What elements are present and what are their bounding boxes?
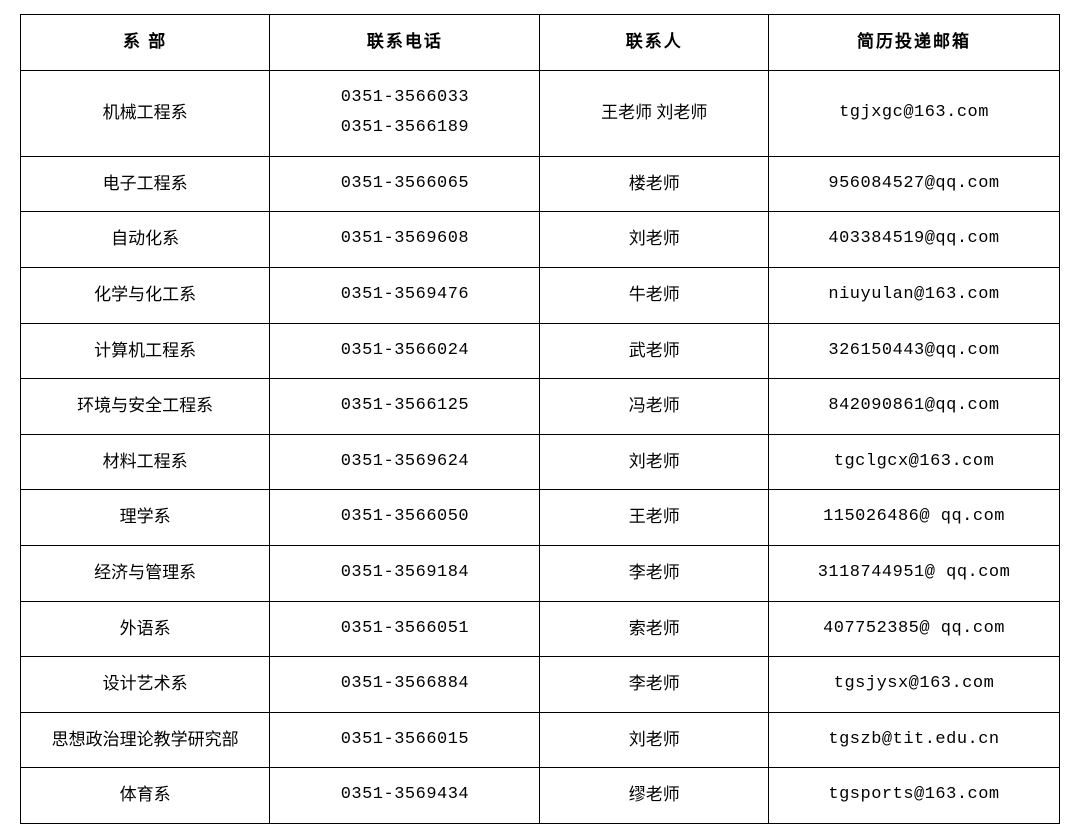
- cell-email: tgclgcx@163.com: [769, 434, 1060, 490]
- cell-contact: 王老师 刘老师: [540, 70, 769, 156]
- table-row: 经济与管理系 0351-3569184 李老师 3118744951@ qq.c…: [21, 545, 1060, 601]
- cell-contact: 冯老师: [540, 379, 769, 435]
- cell-department: 机械工程系: [21, 70, 270, 156]
- cell-department: 设计艺术系: [21, 657, 270, 713]
- cell-department: 材料工程系: [21, 434, 270, 490]
- cell-email: 956084527@qq.com: [769, 156, 1060, 212]
- cell-phone: 0351-3569184: [270, 545, 540, 601]
- cell-contact: 刘老师: [540, 434, 769, 490]
- cell-phone: 0351-3566050: [270, 490, 540, 546]
- cell-email: tgsports@163.com: [769, 768, 1060, 824]
- cell-contact: 刘老师: [540, 212, 769, 268]
- cell-email: tgjxgc@163.com: [769, 70, 1060, 156]
- table-row: 外语系 0351-3566051 索老师 407752385@ qq.com: [21, 601, 1060, 657]
- cell-email: 407752385@ qq.com: [769, 601, 1060, 657]
- cell-department: 自动化系: [21, 212, 270, 268]
- cell-department: 思想政治理论教学研究部: [21, 712, 270, 768]
- cell-department: 体育系: [21, 768, 270, 824]
- header-contact: 联系人: [540, 15, 769, 71]
- table-row: 机械工程系 0351-3566033 0351-3566189 王老师 刘老师 …: [21, 70, 1060, 156]
- table-body: 机械工程系 0351-3566033 0351-3566189 王老师 刘老师 …: [21, 70, 1060, 823]
- table-row: 化学与化工系 0351-3569476 牛老师 niuyulan@163.com: [21, 267, 1060, 323]
- cell-department: 经济与管理系: [21, 545, 270, 601]
- cell-phone: 0351-3566033 0351-3566189: [270, 70, 540, 156]
- table-row: 体育系 0351-3569434 缪老师 tgsports@163.com: [21, 768, 1060, 824]
- cell-phone: 0351-3569608: [270, 212, 540, 268]
- cell-email: 115026486@ qq.com: [769, 490, 1060, 546]
- cell-phone: 0351-3569476: [270, 267, 540, 323]
- cell-phone: 0351-3566125: [270, 379, 540, 435]
- cell-phone: 0351-3569434: [270, 768, 540, 824]
- cell-department: 化学与化工系: [21, 267, 270, 323]
- cell-email: 842090861@qq.com: [769, 379, 1060, 435]
- cell-contact: 李老师: [540, 657, 769, 713]
- cell-phone: 0351-3566884: [270, 657, 540, 713]
- cell-phone: 0351-3566015: [270, 712, 540, 768]
- table-row: 计算机工程系 0351-3566024 武老师 326150443@qq.com: [21, 323, 1060, 379]
- cell-phone: 0351-3566051: [270, 601, 540, 657]
- cell-email: 326150443@qq.com: [769, 323, 1060, 379]
- cell-department: 电子工程系: [21, 156, 270, 212]
- cell-email: tgszb@tit.edu.cn: [769, 712, 1060, 768]
- header-email: 简历投递邮箱: [769, 15, 1060, 71]
- header-department: 系 部: [21, 15, 270, 71]
- cell-contact: 武老师: [540, 323, 769, 379]
- table-row: 环境与安全工程系 0351-3566125 冯老师 842090861@qq.c…: [21, 379, 1060, 435]
- cell-phone: 0351-3566024: [270, 323, 540, 379]
- cell-email: 403384519@qq.com: [769, 212, 1060, 268]
- table-row: 材料工程系 0351-3569624 刘老师 tgclgcx@163.com: [21, 434, 1060, 490]
- contact-table: 系 部 联系电话 联系人 简历投递邮箱 机械工程系 0351-3566033 0…: [20, 14, 1060, 824]
- cell-department: 外语系: [21, 601, 270, 657]
- cell-department: 环境与安全工程系: [21, 379, 270, 435]
- table-row: 自动化系 0351-3569608 刘老师 403384519@qq.com: [21, 212, 1060, 268]
- cell-contact: 刘老师: [540, 712, 769, 768]
- cell-contact: 牛老师: [540, 267, 769, 323]
- cell-email: tgsjysx@163.com: [769, 657, 1060, 713]
- cell-email: niuyulan@163.com: [769, 267, 1060, 323]
- cell-department: 理学系: [21, 490, 270, 546]
- cell-phone: 0351-3566065: [270, 156, 540, 212]
- cell-phone: 0351-3569624: [270, 434, 540, 490]
- table-row: 理学系 0351-3566050 王老师 115026486@ qq.com: [21, 490, 1060, 546]
- cell-email: 3118744951@ qq.com: [769, 545, 1060, 601]
- table-row: 思想政治理论教学研究部 0351-3566015 刘老师 tgszb@tit.e…: [21, 712, 1060, 768]
- cell-department: 计算机工程系: [21, 323, 270, 379]
- header-phone: 联系电话: [270, 15, 540, 71]
- cell-contact: 索老师: [540, 601, 769, 657]
- table-row: 设计艺术系 0351-3566884 李老师 tgsjysx@163.com: [21, 657, 1060, 713]
- cell-contact: 楼老师: [540, 156, 769, 212]
- cell-contact: 王老师: [540, 490, 769, 546]
- cell-contact: 缪老师: [540, 768, 769, 824]
- table-header-row: 系 部 联系电话 联系人 简历投递邮箱: [21, 15, 1060, 71]
- table-row: 电子工程系 0351-3566065 楼老师 956084527@qq.com: [21, 156, 1060, 212]
- cell-contact: 李老师: [540, 545, 769, 601]
